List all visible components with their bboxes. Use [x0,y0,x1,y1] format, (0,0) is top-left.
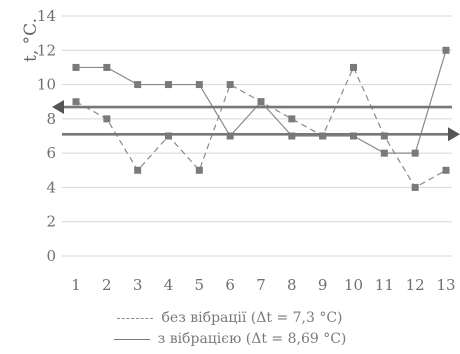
x-tick-label: 4 [164,276,174,294]
x-axis-ticks: 1 2 3 4 5 6 7 8 9 10 11 12 13 [71,276,455,294]
x-tick-label: 11 [375,276,394,294]
point-solid [442,46,450,54]
point-solid [411,149,419,157]
legend-solid-swatch [113,338,150,340]
arrow-left-icon [52,100,64,115]
point-dashed [288,115,296,123]
legend-entry-solid: з вібрацією (Δt = 8,69 °C) [0,331,460,347]
y-tick-label: 0 [46,247,56,265]
point-solid [288,132,296,140]
x-tick-label: 13 [436,276,455,294]
point-dashed [134,166,142,174]
y-axis-label: t, °C. [21,18,41,62]
reference-lines [52,100,460,142]
x-tick-label: 2 [102,276,112,294]
x-tick-label: 6 [225,276,235,294]
point-dashed [72,98,80,106]
legend-solid-label: з вібрацією (Δt = 8,69 °C) [157,331,347,347]
point-dashed [195,166,203,174]
point-solid [134,81,142,89]
y-tick-label: 2 [46,213,56,231]
x-tick-label: 3 [133,276,143,294]
legend-dashed-swatch [117,317,154,319]
point-dashed [411,183,419,191]
point-solid [319,132,327,140]
y-tick-label: 6 [46,144,56,162]
grid-lines [62,15,452,257]
point-solid [257,98,265,106]
point-solid [380,149,388,157]
arrow-right-icon [448,127,460,142]
y-axis-ticks: 0 2 4 6 8 10 12 14 [37,7,56,265]
point-dashed [380,132,388,140]
point-solid [350,132,357,140]
legend-entry-dashed: без вібрації (Δt = 7,3 °C) [0,310,460,326]
point-dashed [226,81,234,89]
y-tick-label: 12 [37,41,56,59]
point-solid [226,132,234,140]
x-tick-label: 5 [195,276,205,294]
point-dashed [350,63,357,71]
point-solid [72,63,80,71]
point-solid [195,81,203,89]
point-dashed [442,166,450,174]
point-solid [165,81,172,89]
y-tick-label: 8 [46,110,56,128]
point-dashed [165,132,172,140]
point-solid [103,63,111,71]
y-tick-label: 10 [37,76,56,94]
x-tick-label: 12 [406,276,425,294]
point-dashed [103,115,111,123]
x-tick-label: 8 [287,276,297,294]
x-tick-label: 7 [256,276,266,294]
series-line-dashed [75,65,447,189]
x-tick-label: 10 [344,276,363,294]
y-tick-label: 14 [37,7,56,25]
legend-dashed-label: без вібрації (Δt = 7,3 °C) [161,310,343,326]
x-tick-label: 1 [71,276,81,294]
series-layer [72,46,450,191]
x-tick-label: 9 [318,276,328,294]
y-tick-label: 4 [46,178,56,196]
